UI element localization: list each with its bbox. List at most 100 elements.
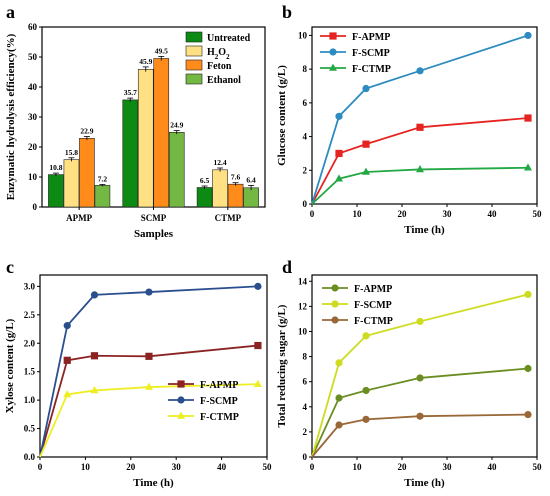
x-axis-title: Time (h) bbox=[404, 477, 445, 489]
data-label: 22.9 bbox=[80, 127, 93, 136]
x-tick-label: 10 bbox=[353, 209, 363, 219]
y-tick-label: 12 bbox=[298, 301, 308, 311]
data-point bbox=[416, 165, 424, 173]
y-tick-label: 0 bbox=[303, 199, 308, 209]
legend-marker bbox=[329, 63, 337, 71]
y-axis-title: Glucose content (g/L) bbox=[276, 65, 288, 166]
y-axis-title: Enzymatic hydrolysis efficiency(%) bbox=[5, 33, 17, 200]
data-point bbox=[524, 163, 532, 171]
data-label: 15.8 bbox=[65, 148, 78, 157]
bar bbox=[63, 159, 80, 208]
data-point bbox=[335, 112, 343, 120]
y-tick-label: 2.0 bbox=[24, 338, 36, 348]
y-tick-label: 0.0 bbox=[24, 452, 36, 462]
x-tick-label: 50 bbox=[533, 462, 543, 472]
x-tick-label: SCMP bbox=[141, 213, 167, 223]
legend-label: F-APMP bbox=[352, 32, 390, 43]
legend-label: F-SCMP bbox=[352, 48, 390, 59]
data-point bbox=[362, 140, 370, 148]
data-point bbox=[335, 174, 343, 182]
plot-frame bbox=[311, 274, 538, 458]
x-tick-label: 20 bbox=[398, 209, 408, 219]
legend-label: F-CTMP bbox=[200, 412, 239, 423]
data-point bbox=[253, 379, 262, 387]
data-point bbox=[335, 421, 343, 429]
x-tick-label: APMP bbox=[66, 213, 92, 223]
plot-frame bbox=[311, 26, 538, 205]
legend-marker bbox=[177, 380, 185, 388]
legend-label: H2O2 bbox=[207, 47, 230, 61]
bar bbox=[227, 183, 244, 208]
bar bbox=[168, 132, 185, 208]
series-f-ctmp bbox=[311, 410, 532, 458]
data-label: 12.4 bbox=[214, 158, 227, 167]
data-point bbox=[90, 352, 99, 360]
y-tick-label: 2 bbox=[303, 165, 308, 175]
y-tick-label: 0 bbox=[33, 202, 38, 212]
y-tick-label: 0.5 bbox=[24, 424, 36, 434]
x-tick-label: 40 bbox=[488, 462, 498, 472]
series-line bbox=[311, 413, 529, 458]
series-f-ctmp bbox=[39, 379, 262, 458]
bar bbox=[212, 169, 228, 208]
data-point bbox=[335, 149, 343, 158]
bar bbox=[48, 174, 64, 208]
x-tick-label: 50 bbox=[533, 209, 543, 219]
plot-frame bbox=[39, 274, 268, 458]
legend-marker bbox=[331, 316, 339, 324]
y-tick-label: 6 bbox=[303, 377, 308, 387]
y-tick-label: 50 bbox=[28, 52, 38, 62]
panel-label-a: a bbox=[6, 2, 15, 22]
series-line bbox=[311, 117, 529, 205]
data-point bbox=[524, 290, 532, 299]
data-point bbox=[524, 114, 532, 122]
y-tick-label: 6 bbox=[303, 98, 308, 108]
series-line bbox=[311, 34, 529, 205]
bar bbox=[94, 185, 111, 208]
data-point bbox=[524, 364, 532, 373]
legend-label: F-APMP bbox=[354, 284, 392, 295]
y-tick-label: 30 bbox=[28, 112, 38, 122]
x-tick-label: 30 bbox=[443, 209, 453, 219]
x-tick-label: CTMP bbox=[215, 213, 242, 223]
y-tick-label: 4 bbox=[303, 132, 308, 142]
y-tick-label: 1.0 bbox=[24, 395, 36, 405]
legend-label: F-CTMP bbox=[354, 316, 393, 327]
data-point bbox=[144, 382, 153, 390]
data-point bbox=[416, 374, 424, 382]
bar bbox=[196, 187, 213, 208]
data-point bbox=[416, 412, 424, 420]
bar bbox=[153, 58, 170, 208]
data-point bbox=[362, 84, 370, 93]
x-tick-label: 50 bbox=[263, 462, 273, 472]
x-tick-label: 10 bbox=[353, 462, 363, 472]
series-f-scmp bbox=[311, 290, 532, 458]
data-point bbox=[63, 356, 71, 364]
y-tick-label: 60 bbox=[28, 22, 38, 32]
data-point bbox=[90, 291, 99, 299]
x-axis-title: Time (h) bbox=[133, 477, 174, 489]
data-point bbox=[416, 317, 424, 326]
panel-a: 0 10 20 30 40 50 60 APMP 10.815.8 22.9 7.2 SCMP 35.7… bbox=[5, 22, 266, 240]
bar bbox=[79, 138, 95, 208]
data-label: 7.2 bbox=[98, 175, 108, 184]
legend-marker bbox=[329, 48, 337, 56]
data-point bbox=[254, 341, 262, 350]
y-tick-label: 10 bbox=[28, 172, 38, 182]
bar bbox=[137, 69, 154, 208]
bar bbox=[243, 187, 259, 208]
legend: F-APMP F-SCMP F-CTMP bbox=[168, 380, 239, 423]
y-tick-label: 20 bbox=[28, 142, 38, 152]
data-point bbox=[362, 415, 370, 423]
y-tick-label: 8 bbox=[303, 64, 308, 74]
legend-label: F-APMP bbox=[200, 380, 238, 391]
data-point bbox=[362, 332, 370, 340]
data-label: 7.6 bbox=[231, 173, 241, 182]
series-f-scmp bbox=[39, 282, 262, 458]
panel-b: 0 2 4 6 8 10 0 10 20 30 40 50 Time (h) Glucose conten… bbox=[276, 26, 543, 236]
data-point bbox=[362, 167, 370, 175]
x-tick-label: 0 bbox=[310, 209, 315, 219]
y-tick-label: 4 bbox=[303, 402, 308, 412]
legend-swatch bbox=[185, 73, 203, 85]
